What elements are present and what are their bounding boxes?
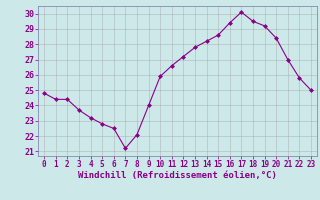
X-axis label: Windchill (Refroidissement éolien,°C): Windchill (Refroidissement éolien,°C) [78,171,277,180]
